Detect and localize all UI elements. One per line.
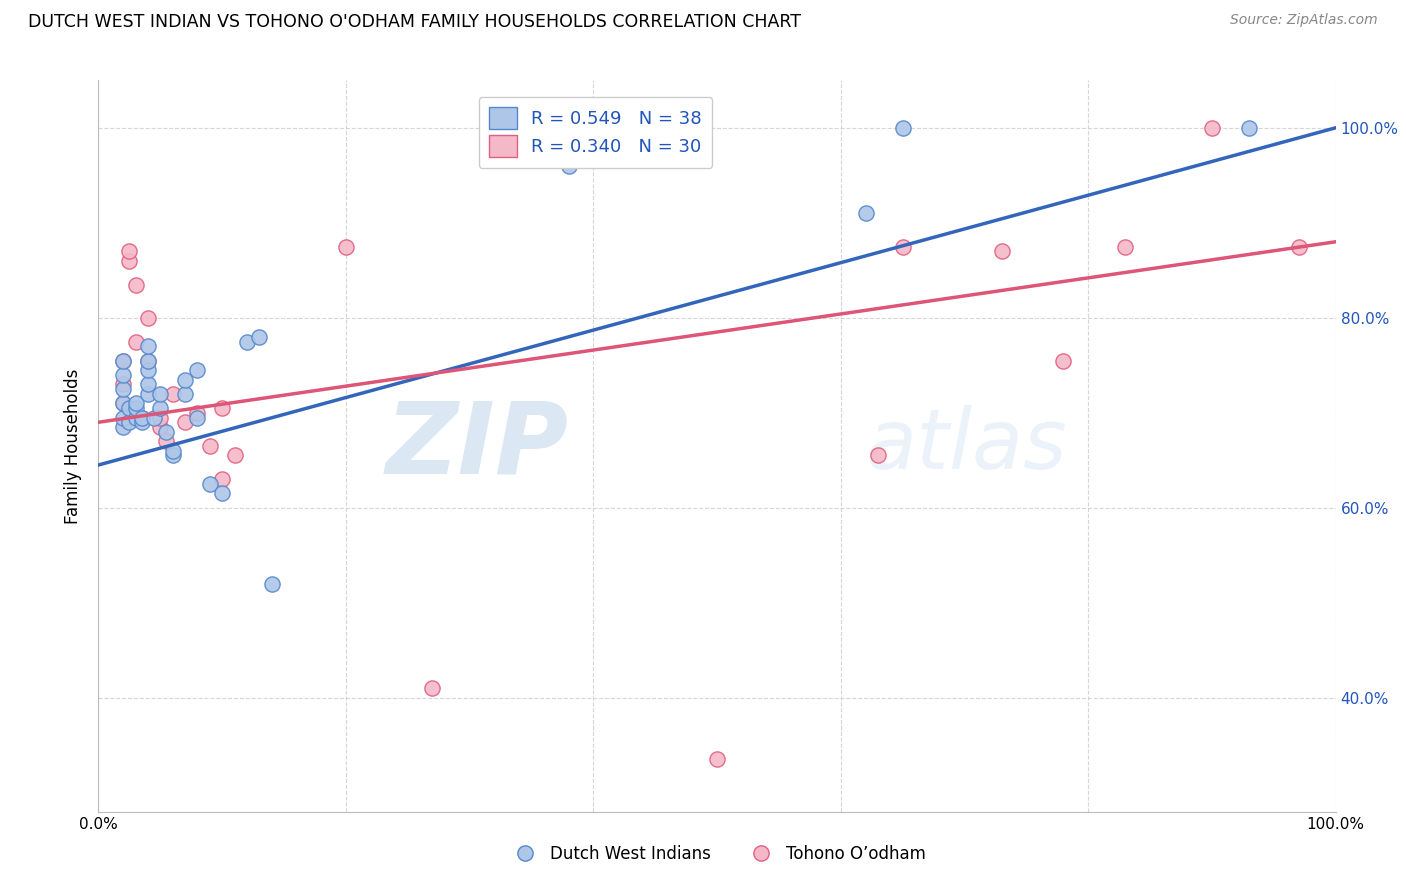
Text: Source: ZipAtlas.com: Source: ZipAtlas.com [1230, 13, 1378, 28]
Point [198, 477, 221, 491]
Point [131, 410, 153, 425]
Point [174, 386, 197, 401]
Point [136, 339, 159, 353]
Point [706, 752, 728, 766]
Point [112, 410, 135, 425]
Point [891, 239, 914, 253]
Point [149, 401, 172, 415]
Point [149, 410, 172, 425]
Point [1237, 120, 1260, 135]
Point [112, 382, 135, 396]
Point [155, 434, 177, 449]
Point [112, 377, 135, 392]
Legend: Dutch West Indians, Tohono O’odham: Dutch West Indians, Tohono O’odham [502, 838, 932, 869]
Point [136, 377, 159, 392]
Point [112, 353, 135, 368]
Point [143, 410, 166, 425]
Point [422, 681, 444, 696]
Point [149, 420, 172, 434]
Point [136, 353, 159, 368]
Point [131, 410, 153, 425]
Point [112, 396, 135, 410]
Point [124, 410, 146, 425]
Point [124, 396, 146, 410]
Point [162, 449, 184, 463]
Point [118, 415, 141, 429]
Point [118, 244, 141, 259]
Point [162, 443, 184, 458]
Point [247, 330, 270, 344]
Point [1114, 239, 1136, 253]
Point [149, 386, 172, 401]
Point [131, 415, 153, 429]
Point [112, 420, 135, 434]
Point [211, 472, 233, 486]
Point [557, 159, 579, 173]
Point [112, 396, 135, 410]
Text: atlas: atlas [866, 406, 1067, 486]
Point [136, 363, 159, 377]
Point [174, 415, 197, 429]
Point [162, 386, 184, 401]
Point [186, 406, 208, 420]
Point [335, 239, 357, 253]
Point [136, 310, 159, 325]
Point [891, 120, 914, 135]
Point [1201, 120, 1223, 135]
Point [211, 401, 233, 415]
Point [118, 401, 141, 415]
Point [112, 353, 135, 368]
Point [124, 401, 146, 415]
Text: ZIP: ZIP [385, 398, 568, 494]
Point [260, 576, 283, 591]
Point [198, 439, 221, 453]
Point [186, 363, 208, 377]
Point [855, 206, 877, 220]
Point [155, 425, 177, 439]
Point [136, 386, 159, 401]
Text: DUTCH WEST INDIAN VS TOHONO O'ODHAM FAMILY HOUSEHOLDS CORRELATION CHART: DUTCH WEST INDIAN VS TOHONO O'ODHAM FAMI… [28, 13, 801, 31]
Point [1288, 239, 1310, 253]
Point [990, 244, 1012, 259]
Point [224, 449, 246, 463]
Point [1052, 353, 1074, 368]
Point [112, 368, 135, 382]
Y-axis label: Family Households: Family Households [65, 368, 83, 524]
Point [118, 253, 141, 268]
Point [174, 372, 197, 386]
Point [236, 334, 259, 349]
Point [124, 334, 146, 349]
Point [136, 353, 159, 368]
Point [866, 449, 889, 463]
Point [211, 486, 233, 500]
Point [631, 120, 654, 135]
Point [186, 410, 208, 425]
Point [124, 277, 146, 292]
